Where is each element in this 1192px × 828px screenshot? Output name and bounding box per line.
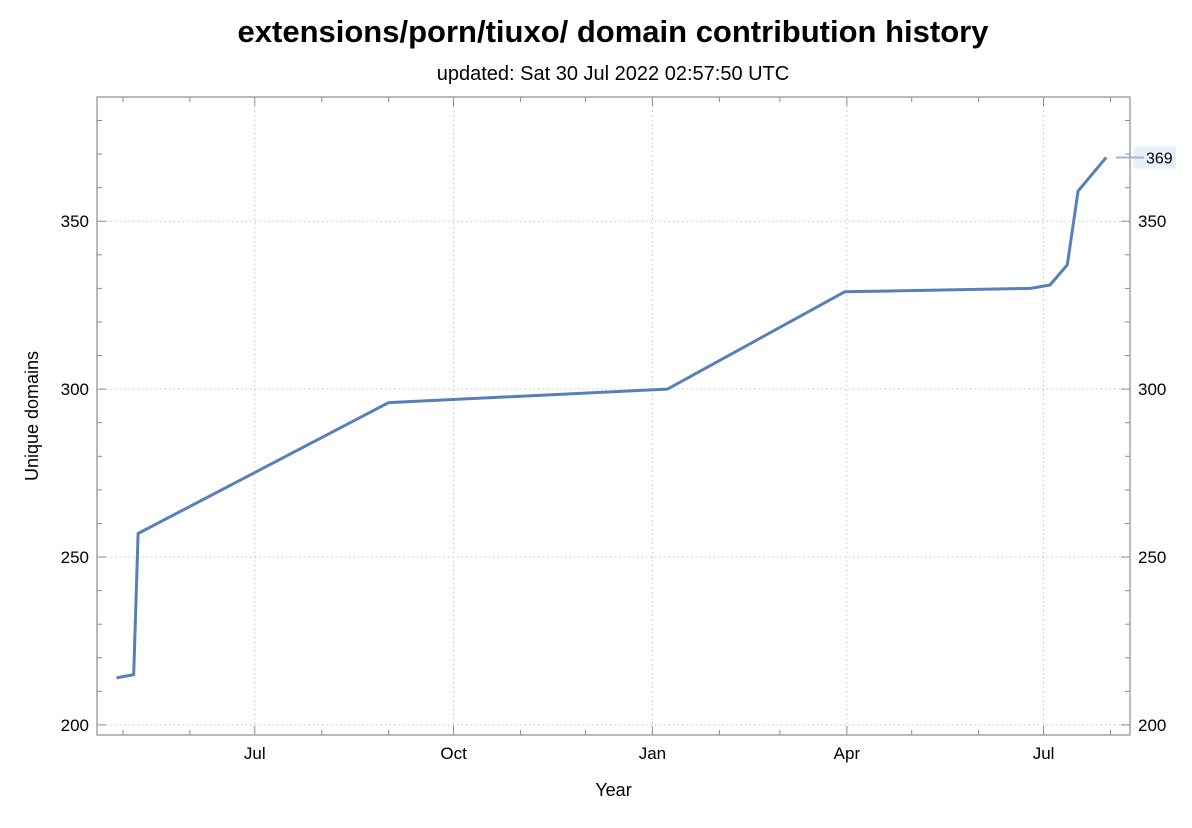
series-layer <box>116 156 1108 680</box>
x-tick-label: Oct <box>440 744 467 763</box>
end-value-label: 369 <box>1146 150 1173 167</box>
x-tick-label: Jan <box>639 744 666 763</box>
y-tick-label-left: 250 <box>61 548 89 567</box>
tick-labels: 200 200 250 250 300 300 350 350 Jul Oct Jan Apr Jul <box>61 212 1167 763</box>
chart-title: extensions/porn/tiuxo/ domain contributi… <box>237 14 989 49</box>
x-tick-label: Apr <box>834 744 861 763</box>
grid-lines <box>97 97 1130 735</box>
y-tick-label-left: 200 <box>61 716 89 735</box>
x-tick-label: Jul <box>1033 744 1055 763</box>
end-label-box <box>1134 146 1176 169</box>
y-tick-label-right: 350 <box>1138 212 1166 231</box>
series-line <box>116 156 1108 680</box>
chart-subtitle: updated: Sat 30 Jul 2022 02:57:50 UTC <box>436 63 790 85</box>
y-tick-label-right: 250 <box>1138 548 1166 567</box>
y-axis-title: Unique domains <box>22 351 42 481</box>
y-tick-label-left: 350 <box>61 212 89 231</box>
y-tick-label-right: 300 <box>1138 380 1166 399</box>
plot-frame <box>96 96 1131 736</box>
x-tick-label: Jul <box>244 744 266 763</box>
x-axis-title: Year <box>595 780 631 800</box>
y-tick-label-left: 300 <box>61 380 89 399</box>
end-label-group: 369 <box>1116 146 1176 169</box>
y-tick-label-right: 200 <box>1138 716 1166 735</box>
axis-ticks <box>97 97 1130 735</box>
